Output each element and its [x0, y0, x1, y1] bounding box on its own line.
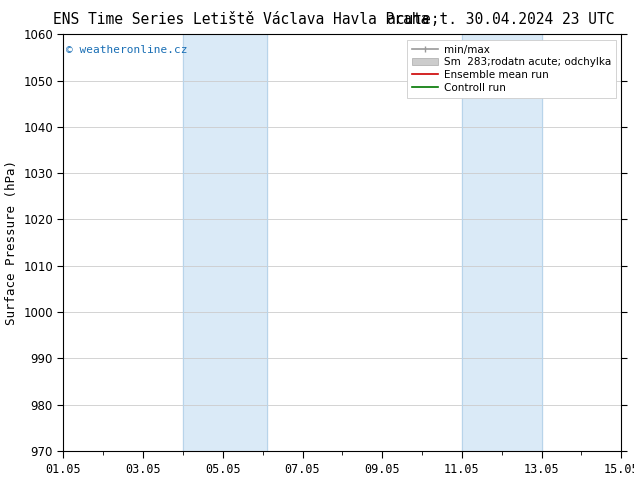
Bar	[462, 34, 541, 451]
Text: ENS Time Series Letiště Václava Havla Praha: ENS Time Series Letiště Václava Havla Pr…	[53, 12, 429, 27]
Y-axis label: Surface Pressure (hPa): Surface Pressure (hPa)	[4, 160, 18, 325]
Text: © weatheronline.cz: © weatheronline.cz	[66, 45, 188, 55]
Bar	[183, 34, 267, 451]
Text: acute;t. 30.04.2024 23 UTC: acute;t. 30.04.2024 23 UTC	[387, 12, 615, 27]
Legend: min/max, Sm  283;rodatn acute; odchylka, Ensemble mean run, Controll run: min/max, Sm 283;rodatn acute; odchylka, …	[407, 40, 616, 98]
